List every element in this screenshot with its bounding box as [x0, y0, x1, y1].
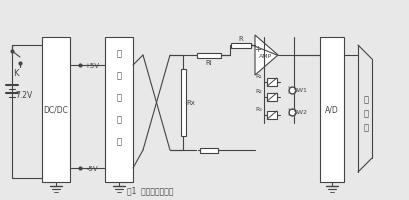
Text: 机: 机 [364, 122, 369, 131]
Polygon shape [267, 94, 277, 101]
Text: 源: 源 [117, 137, 121, 146]
Text: +5V: +5V [85, 63, 99, 69]
Text: 单: 单 [364, 95, 369, 103]
Text: 7.2V: 7.2V [16, 91, 33, 100]
Bar [231, 43, 251, 48]
Text: 精: 精 [117, 49, 121, 58]
Text: 图1  仪器组成原理图: 图1 仪器组成原理图 [127, 186, 173, 195]
Polygon shape [267, 111, 277, 119]
Text: R₃: R₃ [256, 107, 263, 112]
Text: Ri: Ri [206, 60, 212, 66]
Text: Rx: Rx [187, 100, 196, 106]
Text: R: R [238, 36, 243, 42]
Bar [200, 148, 218, 153]
Polygon shape [267, 79, 277, 87]
Bar [105, 38, 133, 182]
Bar [320, 38, 344, 182]
Text: -5V: -5V [86, 165, 98, 171]
Polygon shape [255, 36, 278, 76]
Text: SW2: SW2 [294, 110, 308, 115]
Text: SW1: SW1 [294, 88, 308, 93]
Text: AMP: AMP [259, 53, 273, 58]
Text: 流: 流 [117, 115, 121, 124]
Text: 电子发烧友
www.elecfans.com: 电子发烧友 www.elecfans.com [297, 173, 343, 183]
Text: 片: 片 [364, 108, 369, 117]
Text: R₂: R₂ [256, 89, 263, 94]
Text: 恒: 恒 [117, 93, 121, 102]
Bar [197, 53, 221, 58]
Bar [42, 38, 70, 182]
Text: R₁: R₁ [256, 74, 263, 79]
Bar [180, 70, 186, 136]
Text: K: K [13, 69, 19, 78]
Text: 密: 密 [117, 71, 121, 80]
Text: +: + [254, 45, 261, 54]
Text: DC/DC: DC/DC [44, 105, 68, 114]
Text: A/D: A/D [325, 105, 339, 114]
